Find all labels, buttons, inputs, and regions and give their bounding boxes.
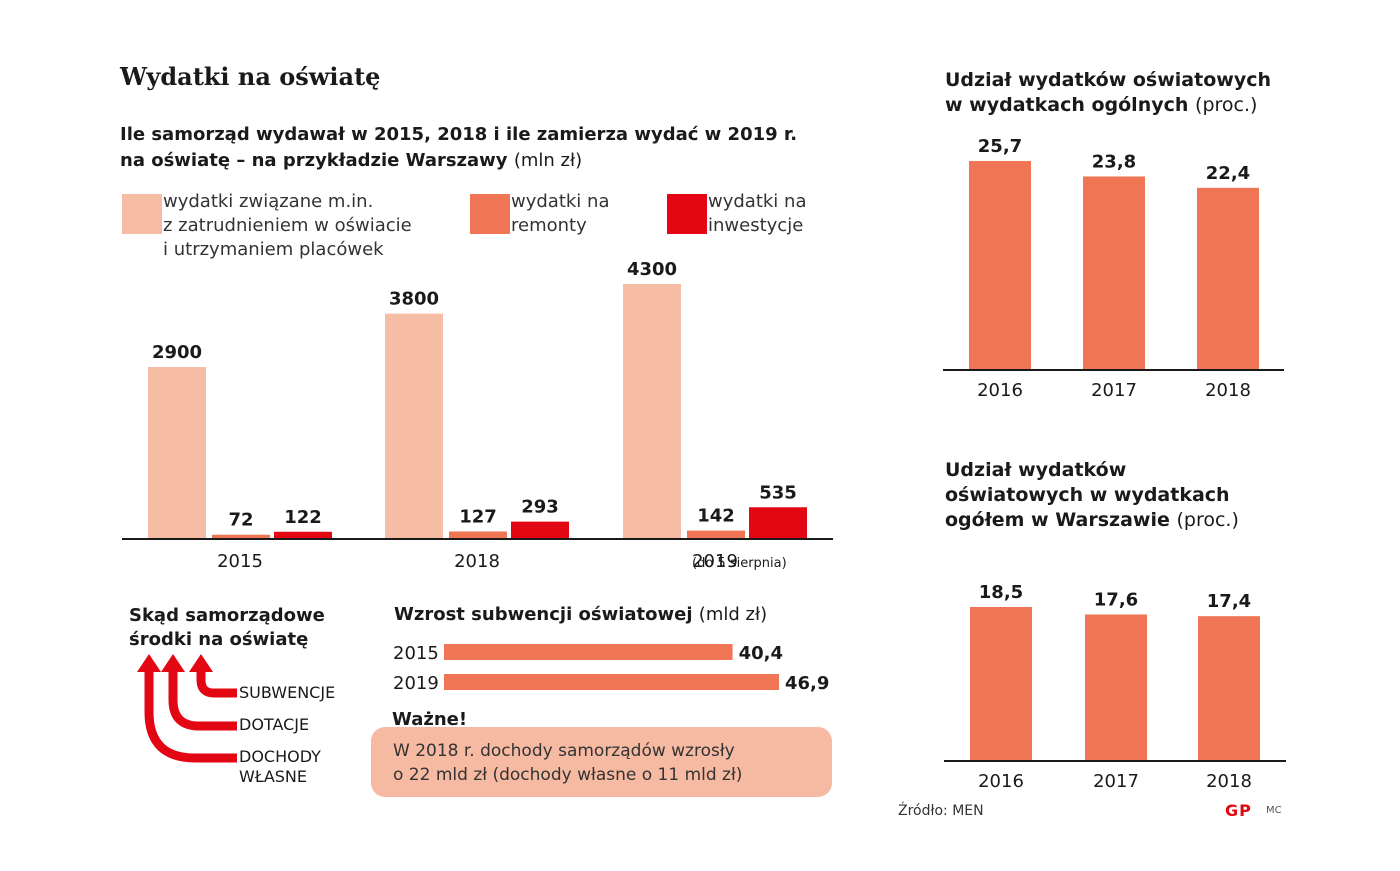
bar-label-2019-series-2: 535 (759, 482, 797, 503)
bar-2019-series-2 (749, 507, 807, 539)
subvention-value-2019: 46,9 (785, 673, 829, 694)
bar-label-2018-series-2: 293 (521, 497, 559, 518)
rt-chart-label-2018: 22,4 (1206, 163, 1250, 184)
right-top-title: Udział wydatków oświatowych w wydatkach … (945, 69, 1271, 116)
year-note: (do 5 sierpnia) (692, 556, 787, 571)
rb-chart-tick-2017: 2017 (1093, 771, 1139, 792)
rb-chart-label-2017: 17,6 (1094, 589, 1138, 610)
bar-label-2019-series-0: 4300 (627, 259, 677, 280)
bar-2019-series-1 (687, 530, 745, 539)
note-line2: o 22 mld zł (dochody własne o 11 mld zł) (393, 765, 743, 785)
gp-logo: GP (1225, 801, 1252, 820)
bar-label-2015-series-2: 122 (284, 507, 322, 528)
bar-label-2019-series-1: 142 (697, 506, 735, 527)
legend-label-investments: wydatki na inwestycje (708, 191, 807, 236)
rt-chart-bar-2016 (969, 161, 1031, 370)
legend-swatch-investments (667, 194, 707, 234)
rt-chart-bar-2017 (1083, 176, 1145, 370)
main-chart-unit: (mln zł) (513, 150, 583, 171)
right-bottom-title: Udział wydatków oświatowych w wydatkach … (945, 459, 1239, 531)
rb-chart-tick-2016: 2016 (978, 771, 1024, 792)
subvention-year-2015: 2015 (393, 643, 439, 664)
legend-label-operational: wydatki związane m.in. z zatrudnieniem w… (163, 191, 412, 260)
rb-chart-bar-2016 (970, 607, 1032, 761)
bar-2018-series-1 (449, 531, 507, 539)
arrow-subventions (196, 670, 237, 698)
share-general-chart: 25,7 2016 23,8 2017 22,4 2018 (943, 136, 1284, 401)
source-subsidies: DOTACJE (239, 715, 310, 734)
source-own-income-2: WŁASNE (239, 767, 307, 786)
subvention-title: Wzrost subwencji oświatowej (mld zł) (394, 604, 768, 625)
note-box: W 2018 r. dochody samorządów wzrosły o 2… (371, 727, 832, 797)
rt-chart-bar-2018 (1197, 187, 1259, 370)
bar-label-2015-series-1: 72 (228, 510, 253, 531)
source-subventions: SUBWENCJE (239, 683, 336, 702)
bar-2015-series-1 (212, 534, 270, 539)
main-chart-title: Ile samorząd wydawał w 2015, 2018 i ile … (120, 122, 820, 174)
bar-2019-series-0 (623, 284, 681, 539)
source-text: Źródło: MEN (898, 803, 984, 819)
legend-label-repairs: wydatki na remonty (511, 191, 610, 236)
rb-chart-tick-2018: 2018 (1206, 771, 1252, 792)
rb-chart-label-2016: 18,5 (979, 582, 1023, 603)
rb-chart-label-2018: 17,4 (1207, 591, 1251, 612)
bar-2015-series-2 (274, 531, 332, 539)
legend-swatch-operational (122, 194, 162, 234)
bar-2018-series-2 (511, 521, 569, 539)
page-title: Wydatki na oświatę (120, 62, 381, 91)
arrow-subsidies (168, 670, 237, 731)
bar-label-2018-series-0: 3800 (389, 289, 439, 310)
legend-swatch-repairs (470, 194, 510, 234)
main-chart-title-line2: na oświatę – na przykładzie Warszawy (120, 150, 508, 171)
subvention-chart: 2015 40,4 2019 46,9 (393, 643, 829, 694)
rb-chart-bar-2017 (1085, 614, 1147, 761)
rt-chart-tick-2016: 2016 (977, 380, 1023, 401)
x-tick-2015: 2015 (217, 551, 263, 572)
sources-title: Skąd samorządowe środki na oświatę (129, 605, 325, 650)
subvention-bar-2015 (444, 644, 733, 660)
rt-chart-tick-2018: 2018 (1205, 380, 1251, 401)
x-tick-2019: 2019 (692, 551, 738, 572)
note-line1: W 2018 r. dochody samorządów wzrosły (393, 741, 735, 761)
bar-2015-series-0 (148, 367, 206, 539)
main-chart-title-line1: Ile samorząd wydawał w 2015, 2018 i ile … (120, 124, 798, 145)
rt-chart-label-2016: 25,7 (978, 136, 1022, 157)
subvention-bar-2019 (444, 674, 779, 690)
x-tick-2018: 2018 (454, 551, 500, 572)
share-warsaw-chart: 18,5 2016 17,6 2017 17,4 2018 (944, 582, 1286, 792)
bar-label-2018-series-1: 127 (459, 506, 497, 527)
note-heading: Ważne! (392, 709, 468, 730)
subvention-year-2019: 2019 (393, 673, 439, 694)
source-own-income-1: DOCHODY (239, 747, 321, 766)
arrow-own-income (144, 670, 237, 763)
sources-arrows-icon (137, 654, 237, 763)
rt-chart-tick-2017: 2017 (1091, 380, 1137, 401)
rb-chart-bar-2018 (1198, 616, 1260, 761)
subvention-value-2015: 40,4 (739, 643, 783, 664)
bar-label-2015-series-0: 2900 (152, 342, 202, 363)
author-initials: MC (1266, 805, 1282, 816)
rt-chart-label-2017: 23,8 (1092, 151, 1136, 172)
main-bar-chart: 2900 72 122 2015 3800 127 293 2018 4300 142 535 201… (122, 259, 833, 572)
bar-2018-series-0 (385, 313, 443, 539)
